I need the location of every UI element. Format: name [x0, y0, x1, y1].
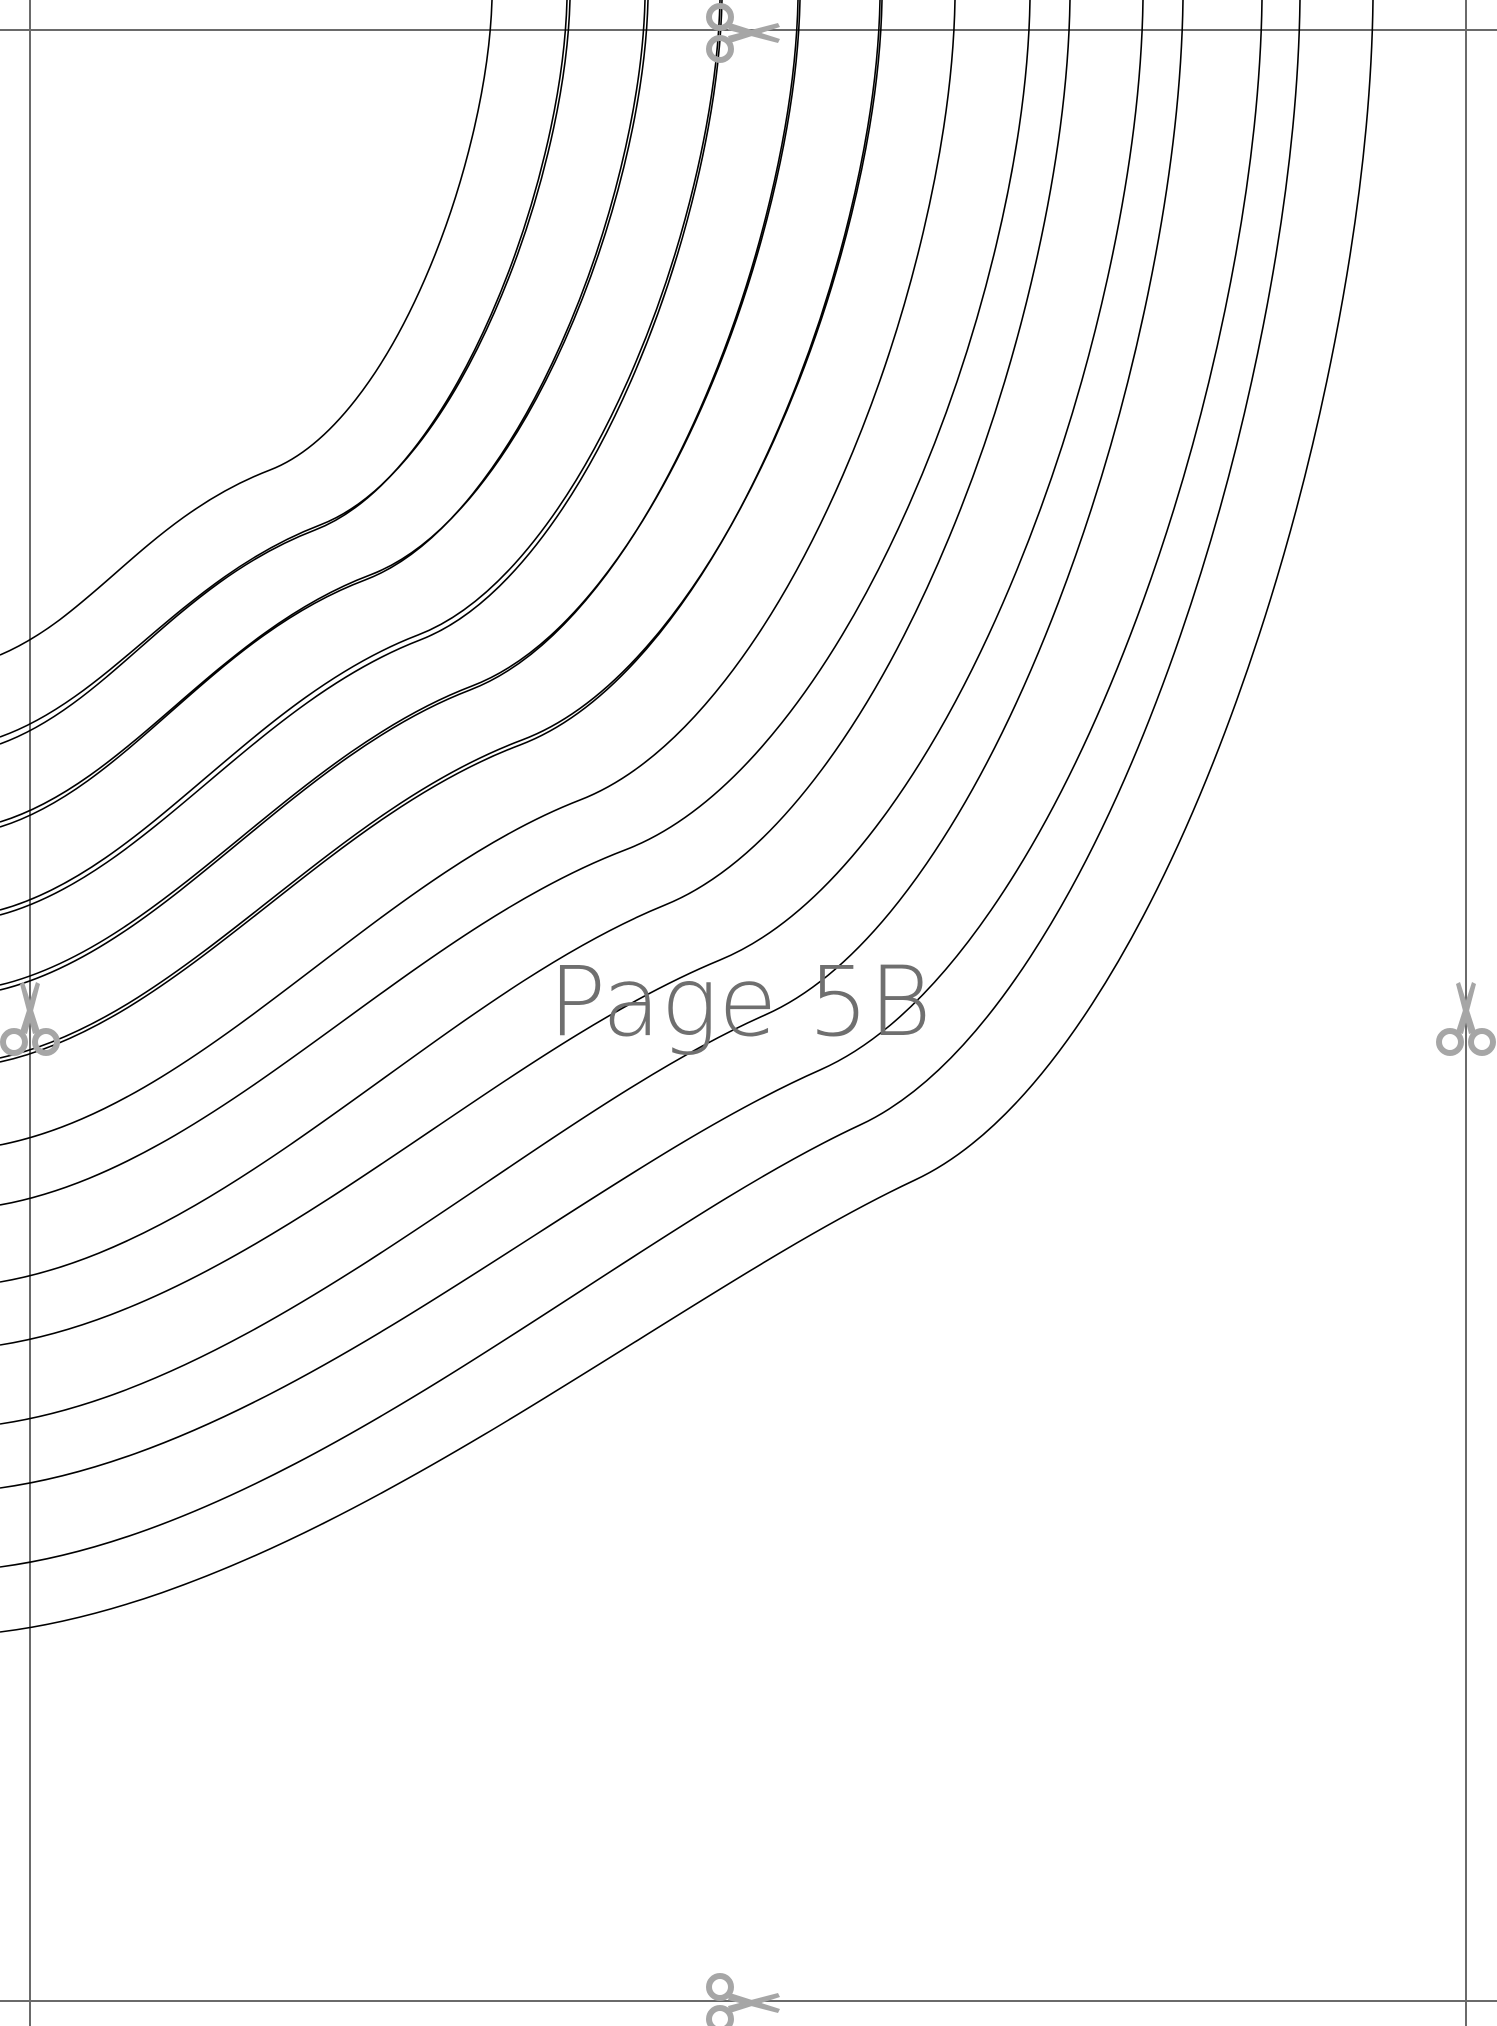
pattern-curve	[0, 0, 645, 827]
pattern-curve	[0, 0, 798, 990]
pattern-curve	[0, 0, 648, 822]
pattern-curves	[0, 0, 1373, 1632]
pattern-curve	[0, 0, 1183, 1424]
pattern-curve	[0, 0, 800, 985]
pattern-curve	[0, 0, 570, 737]
pattern-curve	[0, 0, 492, 655]
page-label: Page 5B	[548, 946, 932, 1058]
pattern-curve	[0, 0, 722, 915]
pattern-curve	[0, 0, 1143, 1345]
pattern-curve	[0, 0, 1262, 1488]
pattern-curve	[0, 0, 720, 910]
pattern-curve	[0, 0, 567, 744]
